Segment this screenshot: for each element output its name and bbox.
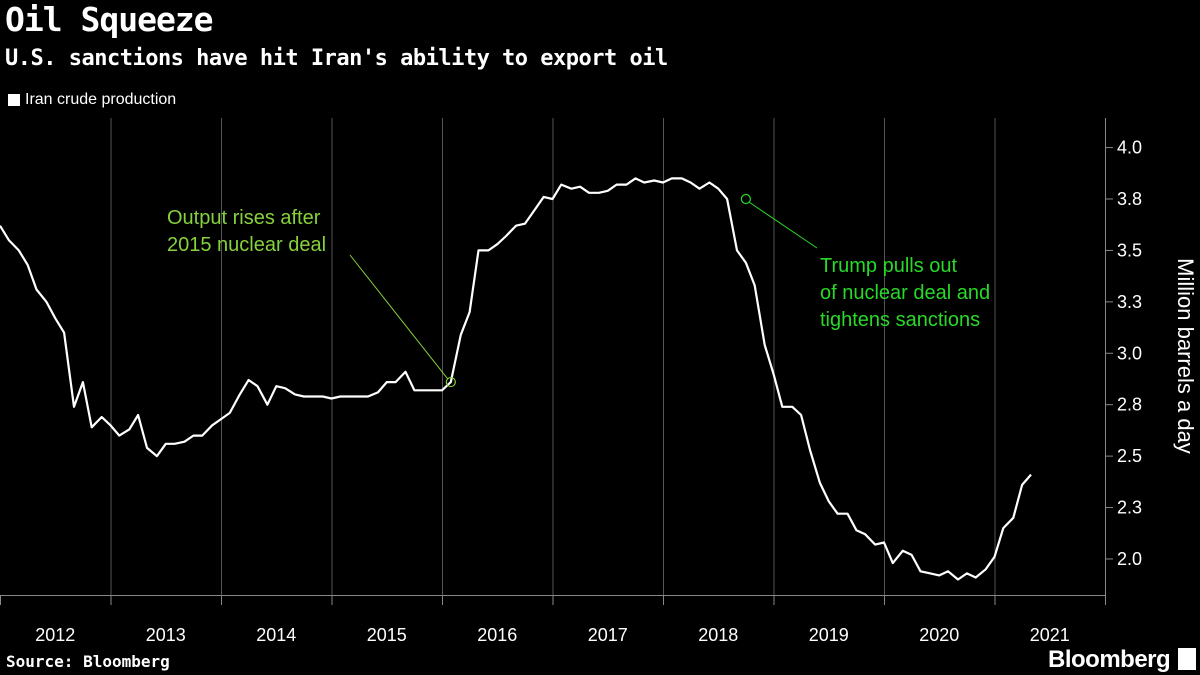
x-tick-label: 2018 [698,625,738,645]
source-note: Source: Bloomberg [6,652,170,671]
annotation-text-line: of nuclear deal and [820,282,990,304]
y-tick-label: 2.8 [1117,395,1142,415]
y-tick-label: 3.5 [1117,240,1142,260]
x-tick-label: 2016 [477,625,517,645]
chart-subtitle: U.S. sanctions have hit Iran's ability t… [5,46,668,71]
y-tick-label: 3.8 [1117,189,1142,209]
series-line-iran-crude-production [0,177,1032,581]
y-tick-label: 3.0 [1117,343,1142,363]
x-tick-label: 2020 [919,625,959,645]
bloomberg-terminal-icon [1178,648,1196,670]
x-tick-label: 2014 [256,625,296,645]
x-tick-label: 2013 [146,625,186,645]
annotation-text-line: 2015 nuclear deal [167,234,326,256]
annotation-leader-line [748,201,818,249]
y-tick-label: 2.3 [1117,498,1142,518]
x-tick-label: 2012 [35,625,75,645]
annotation-text-line: Output rises after [167,207,321,229]
y-tick-label: 4.0 [1117,138,1142,158]
legend-swatch [8,94,20,106]
chart-title: Oil Squeeze [5,0,214,39]
x-tick-label: 2021 [1030,625,1070,645]
bloomberg-logo: Bloomberg [1048,646,1171,673]
x-tick-label: 2019 [809,625,849,645]
x-tick-label: 2017 [588,625,628,645]
y-tick-label: 2.0 [1117,549,1142,569]
annotation-text-line: Trump pulls out [820,255,958,277]
y-tick-label: 2.5 [1117,446,1142,466]
legend: Iran crude production [8,91,176,109]
annotation-leader-line [349,254,449,380]
annotation-marker [445,376,456,388]
y-axis-title: Million barrels a day [1173,258,1198,454]
x-tick-label: 2015 [367,625,407,645]
annotation-marker [740,193,751,205]
y-tick-label: 3.3 [1117,292,1142,312]
annotation-text-line: tightens sanctions [820,309,980,331]
legend-label: Iran crude production [25,91,177,108]
